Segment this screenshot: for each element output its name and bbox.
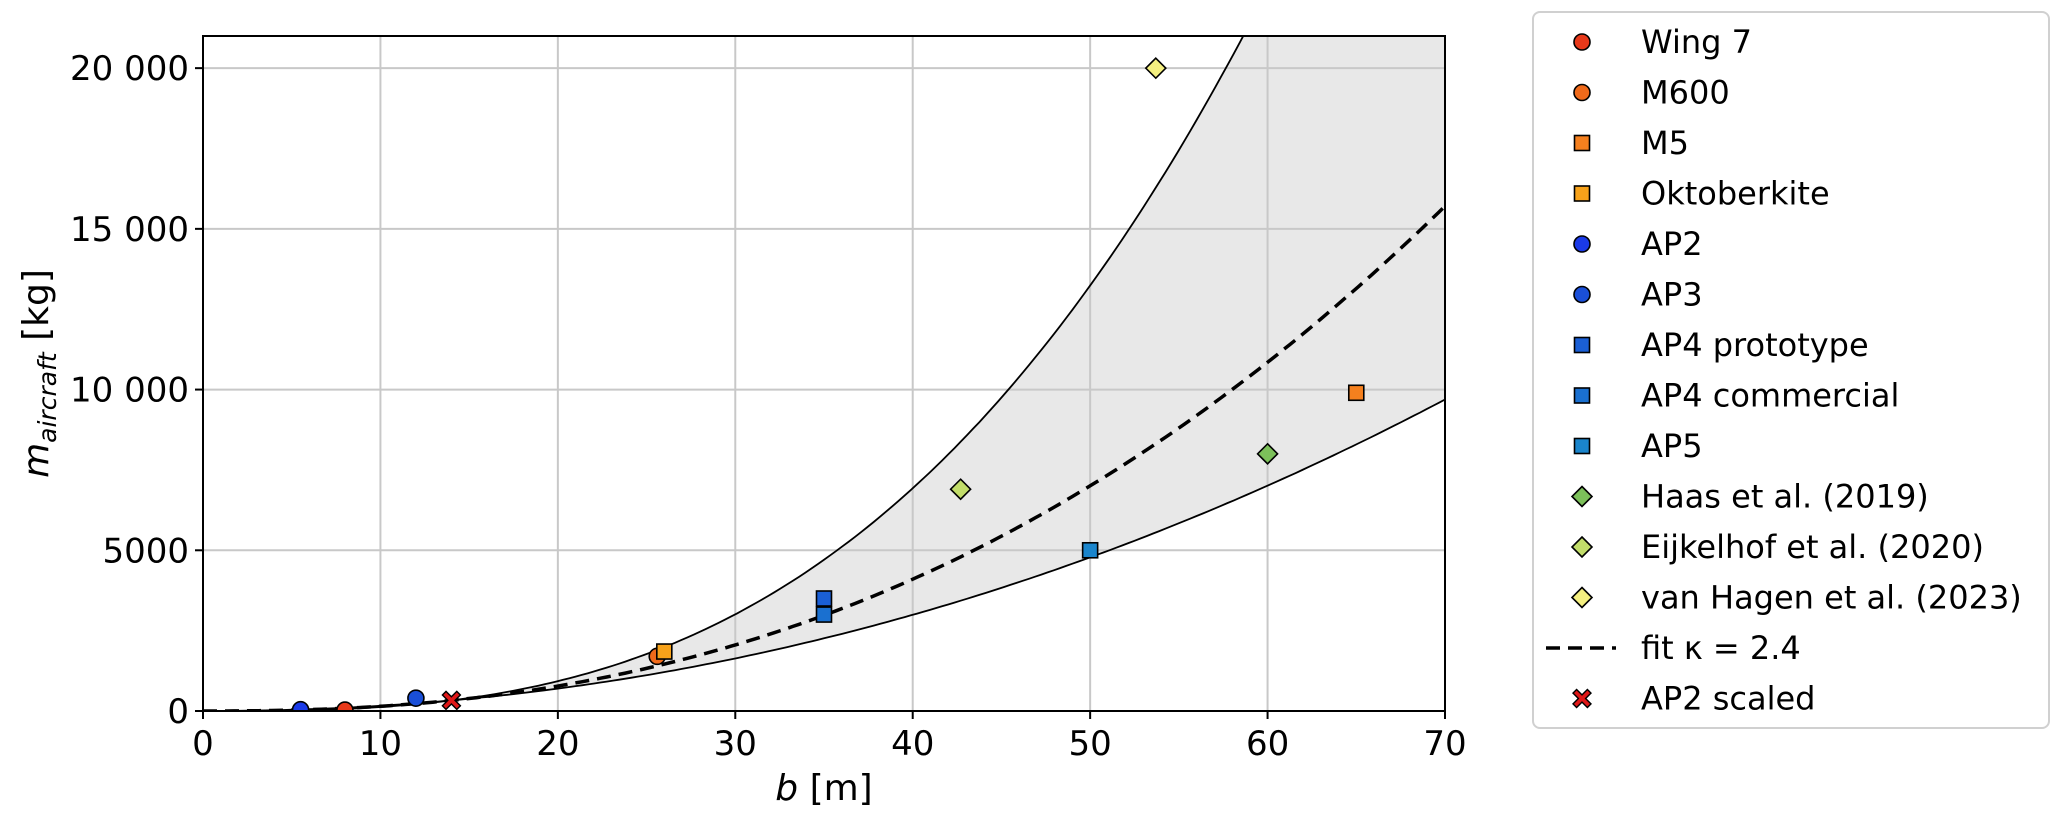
data-point	[1256, 442, 1279, 465]
legend-marker-icon	[1572, 688, 1592, 709]
data-point	[656, 643, 673, 660]
legend-entry: M5	[1573, 124, 1689, 162]
data-point	[407, 689, 425, 707]
x-tick-label: 50	[1069, 724, 1112, 764]
y-tick-label: 5000	[102, 531, 189, 571]
legend-entry: AP4 prototype	[1573, 326, 1869, 364]
legend-entry: M600	[1573, 74, 1730, 112]
legend-marker-icon	[1573, 387, 1591, 404]
data-point	[815, 590, 833, 607]
legend-marker-icon	[1573, 83, 1591, 102]
legend-label: AP2	[1641, 225, 1703, 263]
legend-label: van Hagen et al. (2023)	[1641, 579, 2022, 617]
x-tick-label: 10	[359, 724, 402, 764]
x-tick-label: 0	[192, 724, 214, 764]
data-point	[1081, 541, 1099, 559]
legend-label: M600	[1641, 74, 1730, 112]
legend-marker-icon	[1573, 437, 1591, 455]
y-tick-label: 10 000	[70, 371, 189, 411]
legend: Wing 7 M600 M5 Oktoberkite AP2 AP3 AP4 prototy…	[1532, 11, 2050, 729]
legend-entry: AP2	[1573, 225, 1703, 263]
legend-label: Eijkelhof et al. (2020)	[1641, 528, 1984, 566]
legend-label: AP5	[1641, 427, 1703, 465]
x-tick-label: 20	[536, 724, 579, 764]
legend-entry: Oktoberkite	[1573, 175, 1830, 213]
legend-marker-icon	[1573, 285, 1591, 304]
data-point	[291, 700, 310, 711]
legend-marker-icon	[1573, 185, 1591, 202]
legend-label: AP4 commercial	[1641, 377, 1899, 415]
legend-entry: AP2 scaled	[1572, 680, 1815, 718]
legend-label: M5	[1641, 124, 1689, 162]
plot-content	[203, 36, 1445, 711]
legend-marker-icon	[1570, 485, 1594, 508]
data-point	[949, 478, 972, 501]
legend-marker-icon	[1573, 134, 1591, 152]
legend-label: fit κ = 2.4	[1641, 629, 1801, 667]
legend-label: Wing 7	[1641, 23, 1752, 61]
data-point	[815, 606, 833, 623]
legend-entry: van Hagen et al. (2023)	[1570, 579, 2022, 617]
x-tick-label: 70	[1423, 724, 1466, 764]
legend-marker-icon	[1573, 33, 1591, 51]
data-point	[441, 690, 462, 711]
legend-entry: AP4 commercial	[1573, 377, 1899, 415]
data-point	[1347, 384, 1365, 402]
legend-label: AP3	[1641, 276, 1703, 314]
legend-label: Oktoberkite	[1641, 175, 1830, 213]
y-tick-label: 15 000	[70, 210, 189, 250]
y-axis-label: maircraft [kg]	[16, 269, 62, 478]
x-tick-label: 40	[891, 724, 934, 764]
legend-marker-icon	[1573, 235, 1591, 253]
legend-entry: Wing 7	[1573, 23, 1752, 61]
x-tick-label: 60	[1246, 724, 1289, 764]
legend-entry: AP3	[1573, 276, 1703, 314]
legend-frame	[1532, 11, 2050, 729]
y-tick-label: 0	[167, 692, 189, 732]
legend-entry: Haas et al. (2019)	[1570, 478, 1929, 516]
x-tick-label: 30	[714, 724, 757, 764]
y-tick-label: 20 000	[70, 49, 189, 89]
legend-label: Haas et al. (2019)	[1641, 478, 1929, 516]
uncertainty-band	[203, 36, 1445, 711]
data-point	[1144, 57, 1167, 80]
legend-marker-icon	[1570, 586, 1594, 609]
plot-area: 0 10 20 30 40 50 60 70 0 5000 10 000 15 000 20 000 b …	[16, 35, 1467, 809]
legend-label: AP4 prototype	[1641, 326, 1869, 364]
legend-entry: fit κ = 2.4	[1546, 629, 1801, 667]
plot-frame	[202, 35, 1446, 712]
legend-entry: Eijkelhof et al. (2020)	[1570, 528, 1984, 566]
legend-marker-icon	[1570, 535, 1594, 559]
legend-entry: AP5	[1573, 427, 1703, 465]
legend-label: AP2 scaled	[1641, 680, 1815, 718]
x-axis-label: b [m]	[775, 768, 872, 809]
legend-marker-icon	[1573, 336, 1591, 354]
